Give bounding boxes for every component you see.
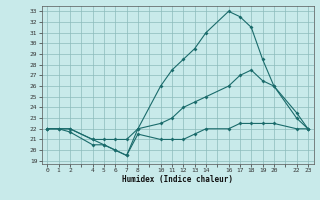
X-axis label: Humidex (Indice chaleur): Humidex (Indice chaleur) — [122, 175, 233, 184]
